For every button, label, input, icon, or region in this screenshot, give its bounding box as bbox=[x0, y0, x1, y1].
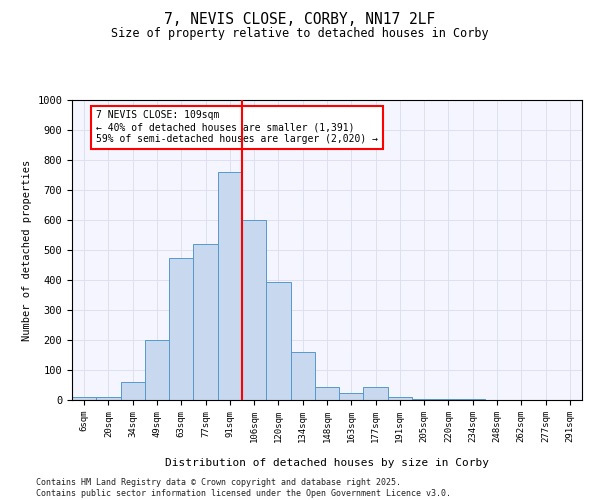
Bar bbox=[121, 382, 145, 400]
Bar bbox=[436, 399, 461, 400]
Y-axis label: Number of detached properties: Number of detached properties bbox=[22, 160, 32, 340]
Bar bbox=[242, 220, 266, 400]
Text: Size of property relative to detached houses in Corby: Size of property relative to detached ho… bbox=[111, 28, 489, 40]
Bar bbox=[145, 340, 169, 400]
Bar bbox=[339, 392, 364, 400]
Text: Distribution of detached houses by size in Corby: Distribution of detached houses by size … bbox=[165, 458, 489, 468]
Bar bbox=[315, 386, 339, 400]
Bar bbox=[364, 388, 388, 400]
Bar bbox=[169, 258, 193, 400]
Text: 7, NEVIS CLOSE, CORBY, NN17 2LF: 7, NEVIS CLOSE, CORBY, NN17 2LF bbox=[164, 12, 436, 28]
Bar bbox=[96, 397, 121, 400]
Bar bbox=[218, 172, 242, 400]
Text: 7 NEVIS CLOSE: 109sqm
← 40% of detached houses are smaller (1,391)
59% of semi-d: 7 NEVIS CLOSE: 109sqm ← 40% of detached … bbox=[96, 110, 378, 144]
Text: Contains HM Land Registry data © Crown copyright and database right 2025.
Contai: Contains HM Land Registry data © Crown c… bbox=[36, 478, 451, 498]
Bar bbox=[72, 397, 96, 400]
Bar bbox=[266, 282, 290, 400]
Bar bbox=[290, 352, 315, 400]
Bar bbox=[412, 398, 436, 400]
Bar bbox=[193, 244, 218, 400]
Bar bbox=[388, 397, 412, 400]
